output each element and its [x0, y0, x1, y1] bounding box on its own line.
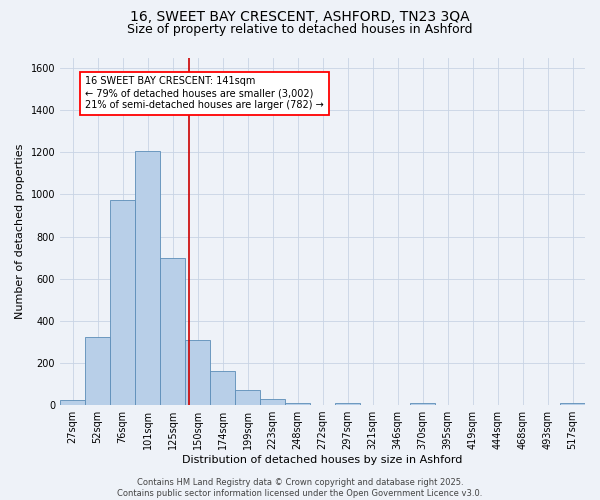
Bar: [85, 336, 110, 405]
Bar: [60, 400, 85, 405]
Bar: [110, 200, 135, 405]
Bar: [210, 372, 235, 405]
Bar: [560, 403, 585, 405]
Y-axis label: Number of detached properties: Number of detached properties: [15, 144, 25, 319]
Bar: [285, 403, 310, 405]
Text: 16, SWEET BAY CRESCENT, ASHFORD, TN23 3QA: 16, SWEET BAY CRESCENT, ASHFORD, TN23 3Q…: [130, 10, 470, 24]
Text: Contains HM Land Registry data © Crown copyright and database right 2025.
Contai: Contains HM Land Registry data © Crown c…: [118, 478, 482, 498]
Text: 16 SWEET BAY CRESCENT: 141sqm
← 79% of detached houses are smaller (3,002)
21% o: 16 SWEET BAY CRESCENT: 141sqm ← 79% of d…: [85, 76, 324, 110]
X-axis label: Distribution of detached houses by size in Ashford: Distribution of detached houses by size …: [182, 455, 463, 465]
Bar: [160, 258, 185, 405]
Bar: [410, 403, 435, 405]
Bar: [335, 403, 360, 405]
Bar: [185, 340, 210, 405]
Bar: [135, 151, 160, 405]
Bar: [260, 399, 285, 405]
Text: Size of property relative to detached houses in Ashford: Size of property relative to detached ho…: [127, 22, 473, 36]
Bar: [235, 390, 260, 405]
